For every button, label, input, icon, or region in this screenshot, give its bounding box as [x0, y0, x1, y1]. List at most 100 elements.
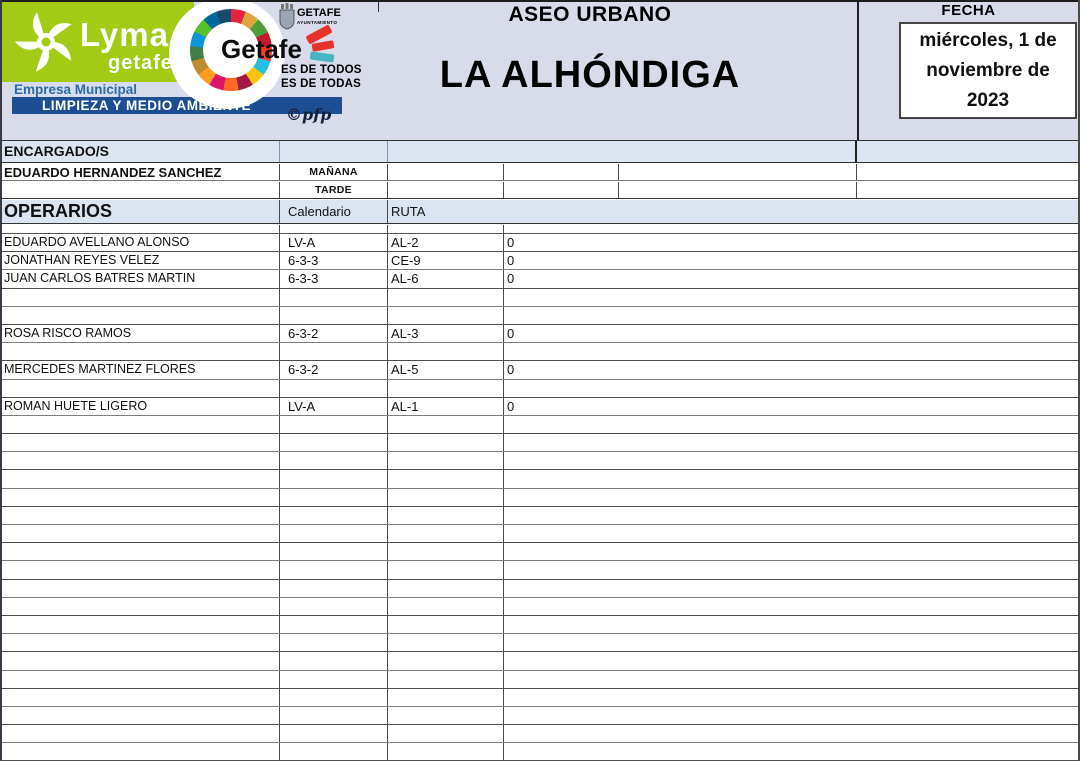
table-row: EDUARDO AVELLANO ALONSO LV-A AL-2 0 — [0, 234, 1080, 253]
cell-calendario — [280, 506, 388, 524]
cell-operario-name — [0, 634, 280, 652]
cell-ruta — [388, 597, 504, 615]
cell-calendario — [280, 561, 388, 579]
cell-operario-name: MERCEDES MARTINEZ FLORES — [0, 361, 280, 379]
manana-cell-empty — [388, 164, 504, 180]
cell-operario-name — [0, 615, 280, 634]
cell-valor — [504, 380, 1080, 397]
cell-operario-name — [0, 670, 280, 688]
cell-valor: 0 — [507, 253, 515, 269]
cell-valor — [504, 671, 1080, 688]
table-row: MERCEDES MARTINEZ FLORES 6-3-2 AL-5 0 — [0, 361, 1080, 380]
table-row — [0, 670, 1080, 689]
cell-calendario — [280, 452, 388, 470]
service-title: ASEO URBANO — [508, 3, 672, 26]
cell-calendario — [280, 615, 388, 634]
cell-operario-name — [0, 706, 280, 725]
header-divider — [857, 0, 859, 140]
fecha-value-box: miércoles, 1 de noviembre de 2023 — [899, 22, 1077, 119]
spacer-row — [0, 225, 1080, 234]
cell-ruta — [388, 525, 504, 543]
cell-ruta: AL-2 — [388, 234, 504, 252]
cell-operario-name — [0, 725, 280, 743]
slogan-line1: ES DE TODOS — [281, 64, 362, 76]
fecha-label: FECHA — [941, 2, 996, 19]
empresa-municipal-text: Empresa Municipal — [14, 82, 138, 97]
cell-valor — [504, 561, 1080, 578]
table-row — [0, 579, 1080, 598]
ayuntamiento-sub-text: AYUNTAMIENTO — [297, 20, 338, 25]
operarios-header-row: OPERARIOS Calendario RUTA — [0, 200, 1080, 224]
cell-valor — [504, 489, 1080, 506]
cell-ruta — [388, 561, 504, 579]
table-row — [0, 652, 1080, 671]
cell-operario-name — [0, 688, 280, 706]
cell-operario-name: ROMAN HUETE LIGERO — [0, 397, 280, 415]
table-row — [0, 434, 1080, 453]
table-row — [0, 543, 1080, 562]
cell-valor — [504, 307, 1080, 324]
cell-valor — [504, 689, 1080, 706]
cell-calendario: 6-3-3 — [280, 252, 388, 270]
cell-valor — [504, 470, 1080, 487]
cell-operario-name — [0, 488, 280, 506]
tarde-row: TARDE — [0, 182, 1080, 199]
cell-calendario — [280, 306, 388, 324]
cell-calendario — [280, 434, 388, 452]
cell-ruta — [388, 434, 504, 452]
encargado-cell-empty — [388, 141, 857, 162]
table-row — [0, 488, 1080, 507]
cell-ruta — [388, 288, 504, 306]
cell-calendario — [280, 652, 388, 670]
encargado-header-row: ENCARGADO/S — [0, 140, 1080, 163]
tarde-cell-empty — [0, 182, 280, 198]
cell-ruta — [388, 415, 504, 434]
cell-operario-name — [0, 597, 280, 615]
cell-calendario — [280, 343, 388, 361]
table-row: JUAN CARLOS BATRES MARTIN 6-3-3 AL-6 0 — [0, 270, 1080, 289]
cell-ruta: AL-3 — [388, 324, 504, 343]
cell-ruta: AL-5 — [388, 361, 504, 379]
operarios-label: OPERARIOS — [0, 200, 280, 223]
cell-valor: 0 — [507, 362, 515, 378]
cell-calendario — [280, 688, 388, 706]
table-row — [0, 288, 1080, 307]
cell-valor — [504, 452, 1080, 469]
header-band: Lyma getafe Empresa Municipal LIMPIEZA Y… — [0, 0, 1080, 140]
cell-operario-name — [0, 561, 280, 579]
cell-valor: 0 — [507, 235, 515, 250]
table-row — [0, 452, 1080, 471]
manana-cell-empty — [504, 164, 619, 180]
manana-cell-empty — [619, 164, 857, 180]
cell-operario-name — [0, 743, 280, 761]
table-row — [0, 597, 1080, 616]
cell-valor — [504, 543, 1080, 560]
lyma-logo-panel: Lyma getafe — [2, 2, 194, 82]
table-row — [0, 706, 1080, 726]
cell-calendario — [280, 597, 388, 615]
calendario-column-header: Calendario — [280, 200, 388, 223]
cell-operario-name — [0, 579, 280, 597]
cell-valor — [504, 416, 1080, 433]
cell-calendario — [280, 634, 388, 652]
brand-fan-red-icon — [311, 40, 335, 52]
encargado-label: ENCARGADO/S — [0, 141, 280, 162]
table-row — [0, 688, 1080, 707]
cell-calendario — [280, 470, 388, 488]
cell-ruta: AL-1 — [388, 397, 504, 415]
lyma-brand-subtext: getafe — [108, 52, 173, 74]
tarde-cell-empty — [504, 182, 619, 198]
operarios-rows: EDUARDO AVELLANO ALONSO LV-A AL-2 0 JONA… — [0, 234, 1080, 761]
cell-operario-name — [0, 306, 280, 324]
cell-ruta — [388, 579, 504, 597]
cell-operario-name — [0, 379, 280, 397]
ayuntamiento-name-text: GETAFE — [297, 7, 341, 19]
cell-valor — [504, 580, 1080, 597]
table-row — [0, 561, 1080, 580]
cell-operario-name: JONATHAN REYES VELEZ — [0, 252, 280, 270]
cell-calendario — [280, 488, 388, 506]
table-row: JONATHAN REYES VELEZ 6-3-3 CE-9 0 — [0, 252, 1080, 271]
cell-ruta — [388, 506, 504, 524]
cell-valor — [504, 634, 1080, 651]
cell-operario-name — [0, 543, 280, 561]
